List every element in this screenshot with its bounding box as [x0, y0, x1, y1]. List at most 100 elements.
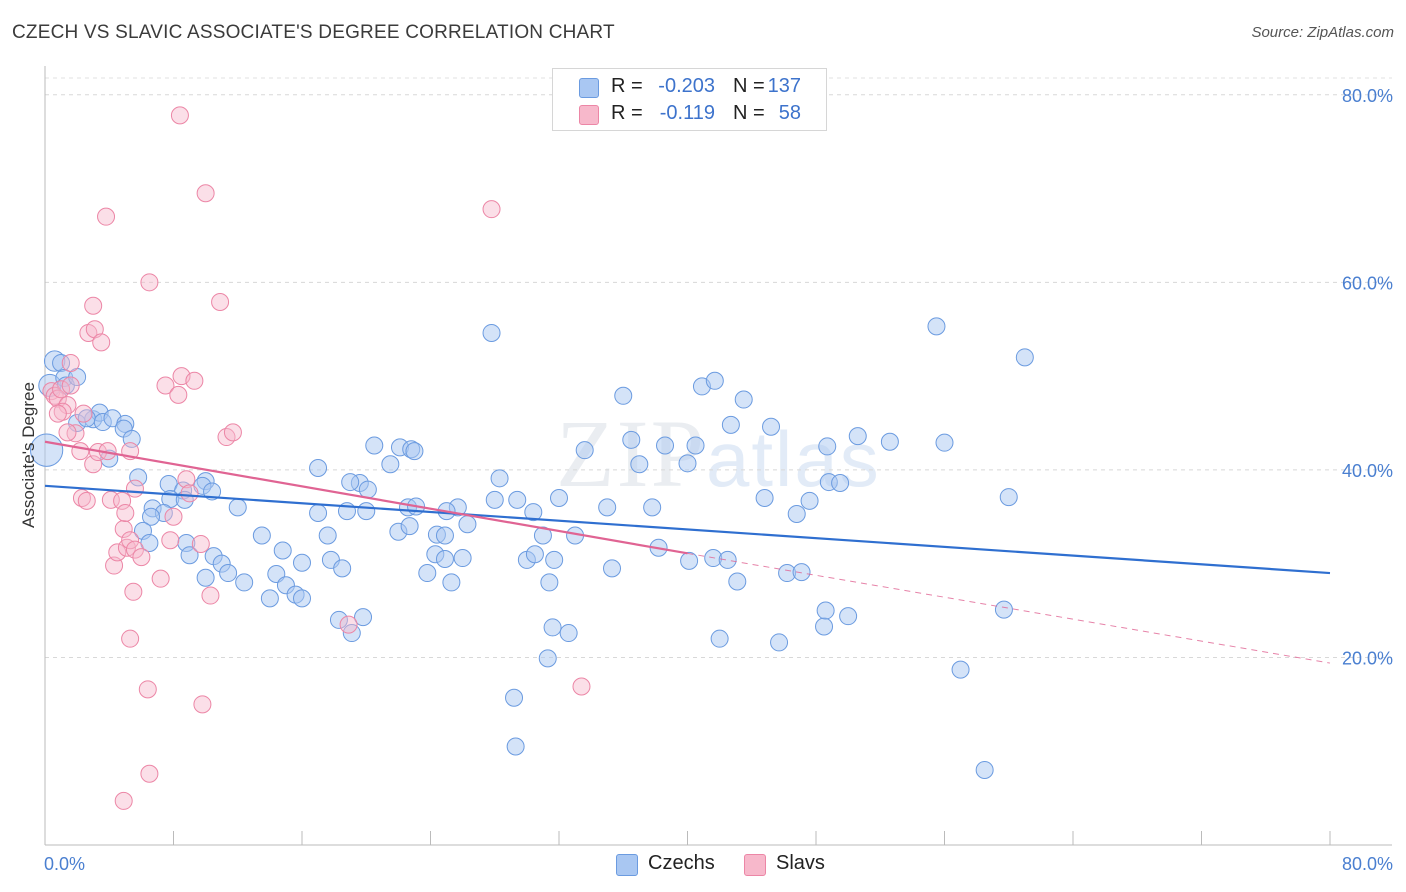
czech-point: [575, 441, 594, 460]
czech-point: [603, 559, 622, 578]
czech-point: [293, 589, 311, 608]
czech-point: [927, 317, 946, 336]
slav-point: [211, 293, 230, 312]
czech-point: [678, 454, 697, 473]
czech-point: [816, 601, 835, 620]
czech-point: [418, 564, 437, 583]
slav-point: [170, 106, 189, 125]
legend-r-value: -0.119: [659, 102, 715, 124]
czech-point: [341, 473, 360, 492]
czech-point: [755, 489, 774, 508]
czech-point: [508, 490, 527, 509]
legend-n-value: 137: [767, 75, 801, 97]
czech-point: [505, 688, 524, 707]
czech-point: [453, 549, 472, 568]
czech-point: [358, 480, 377, 499]
czech-point: [999, 488, 1018, 507]
slav-point: [121, 629, 140, 648]
slav-point: [201, 586, 220, 605]
czech-point: [680, 551, 699, 570]
czech-point: [815, 617, 834, 636]
slav-point: [151, 569, 170, 588]
czech-point: [525, 545, 544, 564]
czech-point: [630, 455, 649, 474]
slav-point: [339, 615, 358, 634]
axes: [44, 66, 1392, 846]
slav-point: [156, 376, 175, 395]
czech-point: [333, 559, 352, 578]
czech-point: [538, 649, 557, 668]
slav-point: [223, 423, 242, 442]
slav-point: [140, 273, 159, 292]
slav-point: [180, 484, 199, 503]
czech-point: [559, 624, 578, 643]
legend-label-slavs: Slavs: [776, 852, 825, 874]
slav-point: [84, 455, 103, 474]
slav-point: [77, 491, 96, 510]
slav-point: [124, 582, 143, 601]
czech-point: [405, 442, 424, 461]
czech-point: [951, 660, 970, 679]
slav-point: [185, 371, 204, 390]
slav-point: [177, 470, 196, 489]
czech-point: [442, 573, 461, 592]
legend-label-czechs: Czechs: [648, 852, 715, 874]
czech-point: [710, 629, 729, 648]
slav-point: [61, 353, 80, 372]
slav-points: [42, 106, 591, 810]
gridlines: [45, 77, 1392, 658]
czech-point: [485, 490, 504, 509]
czech-point: [219, 564, 238, 583]
chart-source: Source: ZipAtlas.com: [1251, 24, 1394, 41]
chart-title: CZECH VS SLAVIC ASSOCIATE'S DEGREE CORRE…: [12, 22, 615, 43]
czech-point: [800, 491, 819, 510]
czech-point: [705, 371, 724, 390]
czech-points: [29, 317, 1034, 779]
czech-point: [686, 436, 705, 455]
czech-point: [831, 474, 850, 493]
czech-point: [381, 455, 400, 474]
czech-point: [180, 546, 199, 565]
czech-point: [273, 541, 292, 560]
czech-trend-line: [44, 484, 1331, 575]
slav-point: [161, 531, 180, 550]
legend-row-slav: R = -0.119 N = 58: [553, 100, 826, 128]
slav-point: [48, 404, 67, 423]
slav-point: [217, 428, 236, 447]
slav-point: [71, 442, 90, 461]
slav-point: [138, 680, 157, 699]
y-tick-label: 80.0%: [1342, 86, 1393, 106]
czech-point: [228, 498, 247, 517]
legend-r-label: R =: [611, 102, 643, 124]
slav-point: [114, 519, 133, 538]
czech-point: [550, 489, 568, 508]
czech-point: [734, 390, 753, 409]
czech-point: [29, 433, 64, 467]
y-axis-title: Associate's Degree: [19, 382, 38, 528]
slav-point: [52, 380, 71, 399]
czech-point: [533, 526, 552, 545]
czech-point: [770, 633, 789, 652]
czech-point: [252, 526, 271, 545]
slav-point: [108, 543, 127, 562]
y-tick-label: 60.0%: [1342, 273, 1393, 293]
czech-point: [357, 502, 376, 521]
slav-point: [45, 386, 64, 405]
slav-point: [125, 540, 144, 559]
czech-point: [293, 553, 311, 572]
slav-point: [92, 333, 111, 352]
czech-point: [309, 459, 328, 478]
slav-point: [125, 479, 144, 498]
czech-point: [354, 608, 373, 627]
czech-point: [656, 436, 675, 455]
x-tick-label: 80.0%: [1342, 854, 1393, 874]
czech-point: [848, 427, 867, 446]
czech-point: [203, 482, 222, 501]
czech-point: [142, 507, 161, 526]
czech-point: [543, 618, 562, 637]
legend-n-value: 58: [778, 102, 801, 124]
czech-point: [975, 760, 994, 779]
czech-point: [506, 737, 525, 756]
czech-point: [235, 573, 254, 592]
czech-point: [598, 498, 617, 517]
